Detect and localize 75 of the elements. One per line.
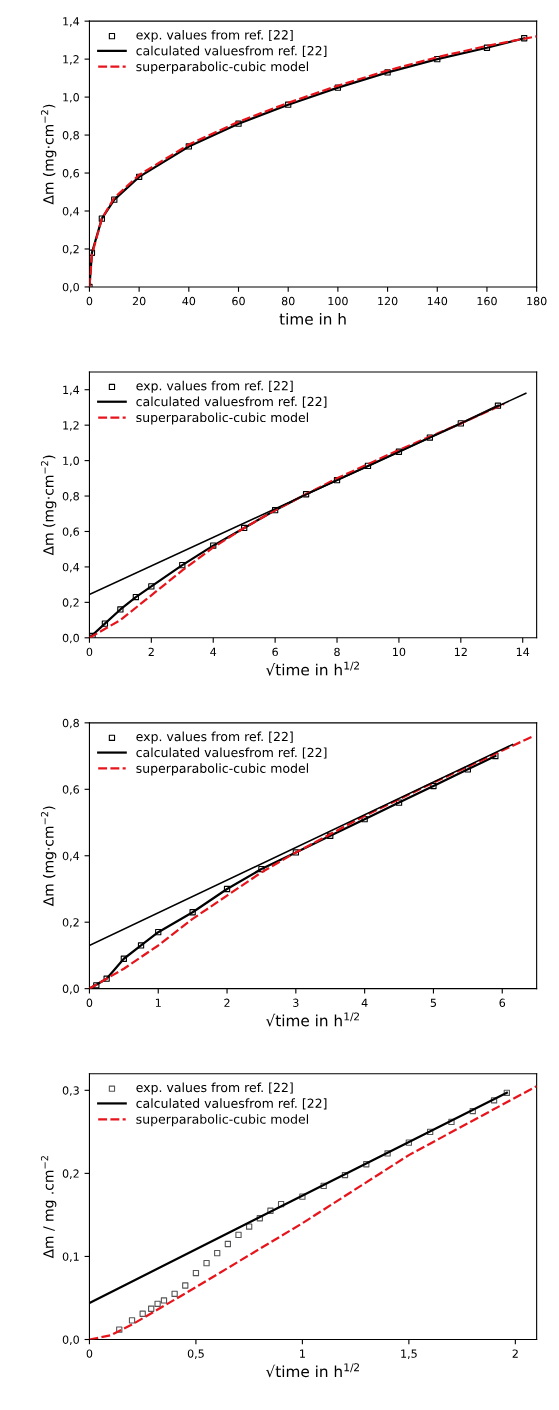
y-tick-label: 1,0 (63, 93, 79, 103)
y-tick-label: 0,6 (62, 527, 80, 537)
x-axis-title: √time in h$^{1/2}$ (265, 661, 359, 676)
y-tick-label: 0,6 (62, 169, 80, 179)
y-tick-label: 0,4 (62, 562, 80, 573)
y-axis-title: Δm (mg·cm$^{−2}$) (40, 104, 57, 205)
x-tick-label: 4 (210, 647, 217, 656)
x-tick-label: 60 (232, 296, 245, 306)
y-tick-label: 0,2 (62, 598, 79, 608)
x-tick-label: 10 (393, 647, 406, 657)
x-tick-label: 100 (328, 296, 348, 306)
x-tick-label: 160 (477, 296, 497, 306)
legend-label: calculated valuesfrom ref. [22] (136, 45, 327, 57)
y-tick-label: 0,3 (62, 1086, 79, 1096)
y-axis-title: Δm (mg·cm$^{−2}$) (40, 455, 57, 556)
legend-label: exp. values from ref. [22] (136, 29, 293, 42)
x-axis-title: √time in h$^{1/2}$ (265, 1363, 359, 1378)
legend-label: calculated valuesfrom ref. [22] (136, 1098, 327, 1110)
x-tick-label: 80 (281, 296, 295, 306)
legend-label: exp. values from ref. [22] (136, 1082, 293, 1095)
y-tick-label: 0,4 (62, 851, 80, 862)
y-tick-label: 1,0 (63, 456, 79, 467)
y-tick-label: 0,2 (62, 244, 79, 255)
x-tick-label: 2 (512, 1349, 518, 1358)
y-tick-label: 0,8 (62, 718, 79, 729)
x-tick-label: 4 (361, 998, 368, 1007)
x-tick-label: 140 (427, 296, 448, 306)
legend-label: calculated valuesfrom ref. [22] (136, 396, 327, 408)
y-tick-label: 0,0 (62, 1335, 79, 1346)
legend-label: superparabolic-cubic model (136, 61, 308, 74)
legend-label: calculated valuesfrom ref. [22] (136, 747, 327, 759)
x-tick-label: 14 (516, 647, 530, 656)
x-tick-label: 2 (224, 998, 230, 1007)
y-tick-label: 0,2 (62, 1169, 79, 1179)
legend-label: superparabolic-cubic model (136, 1114, 308, 1127)
y-tick-label: 0,0 (62, 984, 79, 995)
x-tick-label: 40 (182, 296, 196, 306)
y-tick-label: 0,0 (62, 633, 79, 644)
y-tick-label: 0,2 (62, 918, 79, 928)
legend-label: superparabolic-cubic model (136, 412, 308, 425)
y-tick-label: 0,8 (62, 492, 79, 502)
x-tick-label: 0 (86, 296, 93, 306)
y-tick-label: 1,4 (63, 17, 80, 27)
legend-label: exp. values from ref. [22] (136, 731, 293, 744)
x-tick-label: 6 (272, 647, 278, 657)
x-tick-label: 1 (155, 998, 161, 1007)
x-axis-title: time in h (279, 312, 346, 325)
y-tick-label: 1,2 (63, 55, 79, 65)
x-tick-label: 0 (86, 647, 93, 657)
x-tick-label: 180 (527, 296, 547, 306)
y-tick-label: 0,0 (62, 282, 79, 293)
x-tick-label: 6 (499, 998, 506, 1007)
x-tick-label: 5 (430, 998, 436, 1007)
x-tick-label: 3 (293, 998, 299, 1007)
x-tick-label: 2 (148, 647, 154, 656)
y-tick-label: 0,8 (62, 131, 79, 141)
x-tick-label: 120 (378, 296, 398, 306)
x-tick-label: 0,5 (187, 1349, 204, 1359)
y-tick-label: 1,4 (63, 385, 80, 396)
y-axis-title: Δm (mg·cm$^{−2}$) (40, 806, 57, 907)
y-axis-title: Δm / mg .cm$^{−2}$ (40, 1156, 57, 1259)
x-tick-label: 20 (132, 296, 146, 306)
y-tick-label: 0,6 (62, 785, 80, 795)
x-tick-label: 8 (334, 647, 340, 657)
x-tick-label: 1,5 (401, 1349, 417, 1359)
x-tick-label: 0 (86, 1349, 93, 1358)
legend-label: exp. values from ref. [22] (136, 380, 293, 393)
x-tick-label: 0 (86, 998, 93, 1007)
y-tick-label: 0,1 (62, 1252, 79, 1262)
x-axis-title: √time in h$^{1/2}$ (265, 1012, 359, 1027)
legend-label: superparabolic-cubic model (136, 763, 308, 776)
x-tick-label: 1 (300, 1349, 305, 1358)
x-tick-label: 12 (454, 647, 467, 656)
y-tick-label: 0,4 (62, 206, 80, 217)
y-tick-label: 1,2 (63, 421, 79, 431)
